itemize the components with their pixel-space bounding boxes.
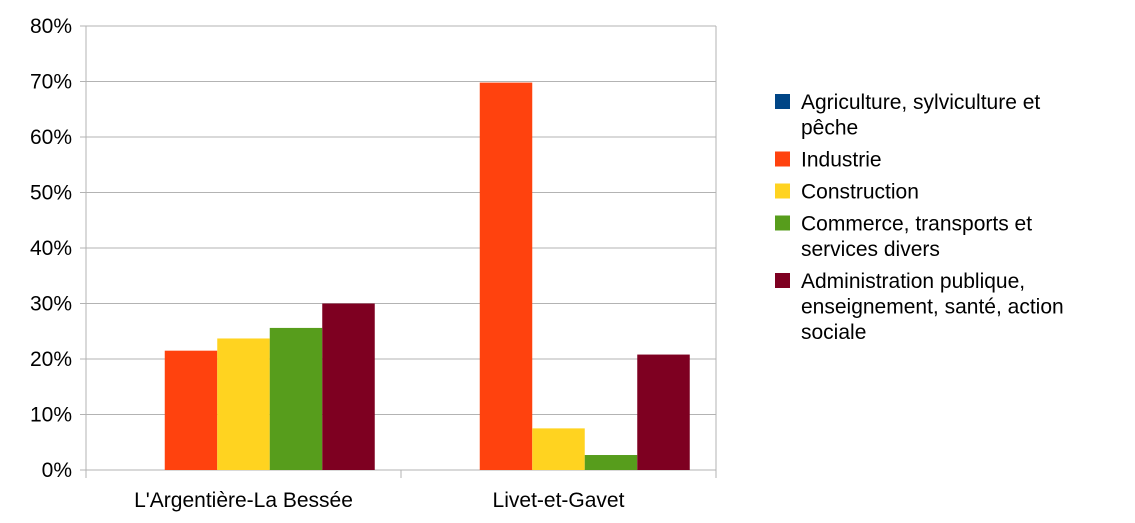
bar [479, 82, 533, 471]
y-tick-label: 60% [30, 126, 72, 149]
bar [584, 455, 638, 470]
bar [532, 428, 585, 470]
legend-swatch [775, 94, 790, 109]
legend-item-label: Administration publique, enseignement, sa… [801, 270, 1064, 344]
y-tick-label: 10% [30, 404, 72, 427]
legend-label-line: Construction [801, 181, 919, 204]
legend-label-line: services divers [801, 238, 940, 261]
bar [637, 354, 690, 470]
legend-item-label: Construction [801, 181, 919, 204]
bar [322, 303, 375, 470]
legend-label-line: Industrie [801, 149, 882, 172]
x-tick-label: Livet-et-Gavet [493, 489, 625, 512]
x-tick-label: L'Argentière-La Bessée [134, 489, 353, 512]
y-tick-label: 30% [30, 293, 72, 316]
legend-label-line: sociale [801, 321, 866, 344]
y-tick-label: 50% [30, 182, 72, 205]
bar [269, 327, 323, 470]
legend-label-line: pêche [801, 117, 858, 140]
y-tick-label: 70% [30, 71, 72, 94]
axis-layer: 0% 10% 20% 30% 40% 50% 60% 70% 80% L'Argentière-L… [30, 15, 625, 512]
legend-item-label: Industrie [801, 149, 882, 172]
y-tick-label: 20% [30, 348, 72, 371]
legend: Agriculture, sylviculture et pêche Industr… [775, 91, 1064, 344]
legend-swatch [775, 215, 790, 231]
legend-item-label: Commerce, transports et services divers [801, 213, 1032, 262]
legend-label-line: Commerce, transports et [801, 213, 1032, 236]
legend-swatch [775, 273, 790, 288]
legend-label-line: Administration publique, [801, 270, 1025, 293]
legend-swatch [775, 183, 790, 199]
bar [164, 350, 218, 470]
y-tick-label: 80% [30, 15, 72, 38]
legend-swatch [775, 151, 790, 167]
legend-label-line: Agriculture, sylviculture et [801, 91, 1040, 114]
bar-layer [164, 82, 690, 471]
legend-label-line: enseignement, santé, action [801, 296, 1064, 319]
y-tick-label: 0% [42, 459, 72, 482]
y-tick-label: 40% [30, 237, 72, 260]
legend-item-label: Agriculture, sylviculture et pêche [801, 91, 1040, 140]
bar [217, 338, 270, 470]
